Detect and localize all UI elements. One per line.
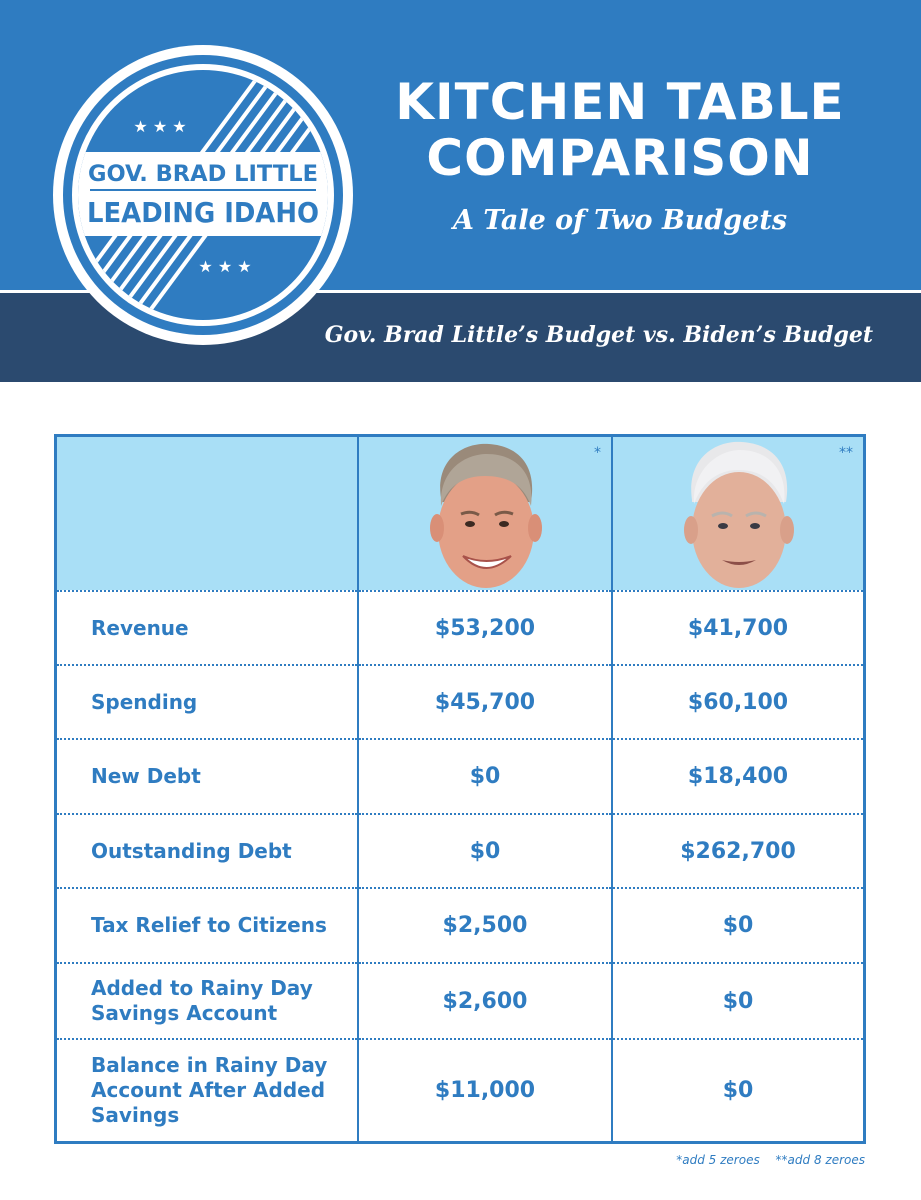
page-subtitle: A Tale of Two Budgets <box>452 205 788 236</box>
little-value: $11,000 <box>358 1039 613 1141</box>
biden-value: $41,700 <box>687 615 789 641</box>
logo-stars-top: ★ ★ ★ <box>133 117 186 136</box>
header-cell-blank <box>57 437 359 591</box>
footnotes: *add 5 zeroes **add 8 zeroes <box>664 1153 865 1167</box>
table-row: Tax Relief to Citizens $2,500 $0 <box>57 888 863 963</box>
budget-comparison-table: * ** <box>54 434 866 1144</box>
table-row: Spending $45,700 $60,100 <box>57 665 863 739</box>
page-title: KITCHEN TABLE COMPARISON <box>360 74 880 186</box>
biden-value: $0 <box>722 988 754 1014</box>
title-line-2: COMPARISON <box>426 129 814 187</box>
logo-line-1: GOV. BRAD LITTLE <box>88 162 318 187</box>
header-divider <box>0 290 921 293</box>
little-value: $0 <box>358 739 613 814</box>
little-value: $0 <box>358 814 613 888</box>
leading-idaho-seal-logo: ★ ★ ★ ★ ★ ★ GOV. BRAD LITTLE LEADING IDA… <box>53 45 353 345</box>
biden-value: $0 <box>722 1078 754 1103</box>
comparison-caption: Gov. Brad Little’s Budget vs. Biden’s Bu… <box>324 322 873 348</box>
row-label: Balance in Rainy Day Account After Added… <box>57 1039 359 1141</box>
row-label: Outstanding Debt <box>57 814 359 888</box>
footnote-marker-single: * <box>594 445 601 461</box>
logo-stars-bottom: ★ ★ ★ <box>198 257 251 276</box>
table-row: Revenue $53,200 $41,700 <box>57 591 863 665</box>
header-cell-little: * <box>358 437 613 591</box>
row-label: Added to Rainy Day Savings Account <box>57 963 359 1039</box>
row-label: Tax Relief to Citizens <box>57 888 359 963</box>
table-row: New Debt $0 $18,400 <box>57 739 863 814</box>
biden-value: $18,400 <box>687 764 789 789</box>
table-header-row: * ** <box>57 437 863 591</box>
biden-value: $0 <box>722 913 754 938</box>
little-value: $2,600 <box>358 963 613 1039</box>
row-label: New Debt <box>57 739 359 814</box>
table-row: Added to Rainy Day Savings Account $2,60… <box>57 963 863 1039</box>
row-label: Spending <box>57 665 359 739</box>
biden-value: $262,700 <box>680 838 796 864</box>
row-label: Revenue <box>57 591 359 665</box>
table-row: Balance in Rainy Day Account After Added… <box>57 1039 863 1141</box>
footnote-marker-double: ** <box>839 445 853 461</box>
biden-value: $60,100 <box>687 689 789 715</box>
table-row: Outstanding Debt $0 $262,700 <box>57 814 863 888</box>
logo-line-2: LEADING IDAHO <box>87 196 319 229</box>
footnote-single: *add 5 zeroes <box>676 1153 760 1167</box>
footnote-double: **add 8 zeroes <box>775 1153 865 1167</box>
brad-little-portrait-icon <box>430 443 542 588</box>
little-value: $45,700 <box>358 665 613 739</box>
little-value: $53,200 <box>358 591 613 665</box>
title-line-1: KITCHEN TABLE <box>395 73 845 131</box>
header-cell-biden: ** <box>612 437 863 591</box>
little-value: $2,500 <box>358 888 613 963</box>
biden-portrait-icon <box>684 441 794 588</box>
